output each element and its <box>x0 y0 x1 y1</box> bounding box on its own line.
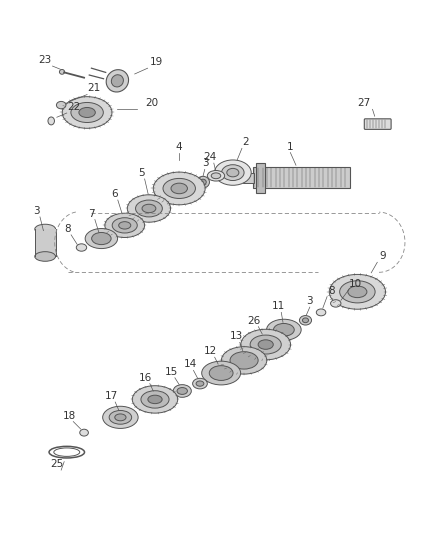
Text: 2: 2 <box>243 138 249 147</box>
Text: 7: 7 <box>88 208 95 219</box>
Ellipse shape <box>57 101 66 109</box>
Ellipse shape <box>331 300 341 307</box>
Bar <box>256 163 265 192</box>
Ellipse shape <box>105 213 145 238</box>
Text: 6: 6 <box>111 189 118 199</box>
Text: 25: 25 <box>50 459 64 469</box>
Ellipse shape <box>258 340 273 349</box>
Ellipse shape <box>115 414 126 421</box>
Ellipse shape <box>196 381 204 386</box>
Ellipse shape <box>222 165 244 181</box>
Ellipse shape <box>71 102 103 123</box>
Ellipse shape <box>60 69 65 74</box>
Ellipse shape <box>267 319 301 341</box>
Ellipse shape <box>106 70 129 92</box>
Text: 4: 4 <box>176 142 183 151</box>
Text: 10: 10 <box>349 279 362 289</box>
Ellipse shape <box>209 366 233 381</box>
Text: 11: 11 <box>272 301 285 311</box>
Ellipse shape <box>171 183 187 193</box>
Ellipse shape <box>273 324 294 336</box>
Bar <box>253 167 350 189</box>
Text: 27: 27 <box>357 98 371 108</box>
Text: 8: 8 <box>64 224 71 234</box>
Text: 5: 5 <box>138 168 145 178</box>
Ellipse shape <box>119 222 131 229</box>
Ellipse shape <box>142 204 156 213</box>
Ellipse shape <box>211 173 221 179</box>
Text: 16: 16 <box>139 373 152 383</box>
Ellipse shape <box>221 346 267 374</box>
Text: 1: 1 <box>287 142 293 151</box>
Ellipse shape <box>109 410 132 424</box>
Ellipse shape <box>329 274 385 309</box>
Text: 3: 3 <box>202 158 208 168</box>
Text: 23: 23 <box>39 55 52 65</box>
Bar <box>243 173 254 183</box>
Ellipse shape <box>35 252 56 261</box>
Ellipse shape <box>339 281 375 303</box>
Ellipse shape <box>127 195 170 222</box>
Text: 19: 19 <box>150 57 163 67</box>
Ellipse shape <box>303 318 308 322</box>
Text: 12: 12 <box>204 346 217 356</box>
Ellipse shape <box>197 176 209 188</box>
Ellipse shape <box>102 406 138 429</box>
Ellipse shape <box>85 229 117 248</box>
Ellipse shape <box>316 309 326 316</box>
Ellipse shape <box>207 171 225 181</box>
Text: 9: 9 <box>379 251 386 261</box>
Text: 22: 22 <box>67 102 81 112</box>
Ellipse shape <box>163 179 195 198</box>
Ellipse shape <box>215 160 251 185</box>
Text: 13: 13 <box>230 332 243 342</box>
Ellipse shape <box>300 316 311 325</box>
Ellipse shape <box>241 329 290 360</box>
Ellipse shape <box>35 224 56 234</box>
Ellipse shape <box>112 217 137 233</box>
Text: 18: 18 <box>63 410 77 421</box>
Ellipse shape <box>62 96 112 128</box>
Ellipse shape <box>111 75 124 87</box>
Ellipse shape <box>200 179 206 185</box>
FancyBboxPatch shape <box>364 119 391 130</box>
Text: 26: 26 <box>247 316 260 326</box>
Ellipse shape <box>135 200 162 217</box>
Ellipse shape <box>153 172 205 205</box>
Text: 3: 3 <box>33 206 40 216</box>
Text: 24: 24 <box>203 152 216 162</box>
Text: 3: 3 <box>307 296 313 306</box>
Text: 14: 14 <box>184 359 197 369</box>
Ellipse shape <box>48 117 54 125</box>
Ellipse shape <box>92 232 111 245</box>
Ellipse shape <box>227 168 239 177</box>
Ellipse shape <box>202 361 240 385</box>
Ellipse shape <box>79 108 95 117</box>
Text: 21: 21 <box>87 84 100 93</box>
Ellipse shape <box>250 335 281 354</box>
Ellipse shape <box>177 387 187 394</box>
Text: 20: 20 <box>145 98 159 108</box>
Ellipse shape <box>76 244 87 251</box>
Ellipse shape <box>230 352 258 369</box>
Text: 17: 17 <box>105 391 118 401</box>
Ellipse shape <box>348 286 367 297</box>
Ellipse shape <box>148 395 162 403</box>
Ellipse shape <box>173 385 191 397</box>
Ellipse shape <box>141 391 169 408</box>
Bar <box>35 229 56 256</box>
Ellipse shape <box>193 378 207 389</box>
Ellipse shape <box>80 429 88 436</box>
Text: 8: 8 <box>328 286 335 295</box>
Ellipse shape <box>132 386 178 413</box>
Text: 15: 15 <box>165 367 178 377</box>
